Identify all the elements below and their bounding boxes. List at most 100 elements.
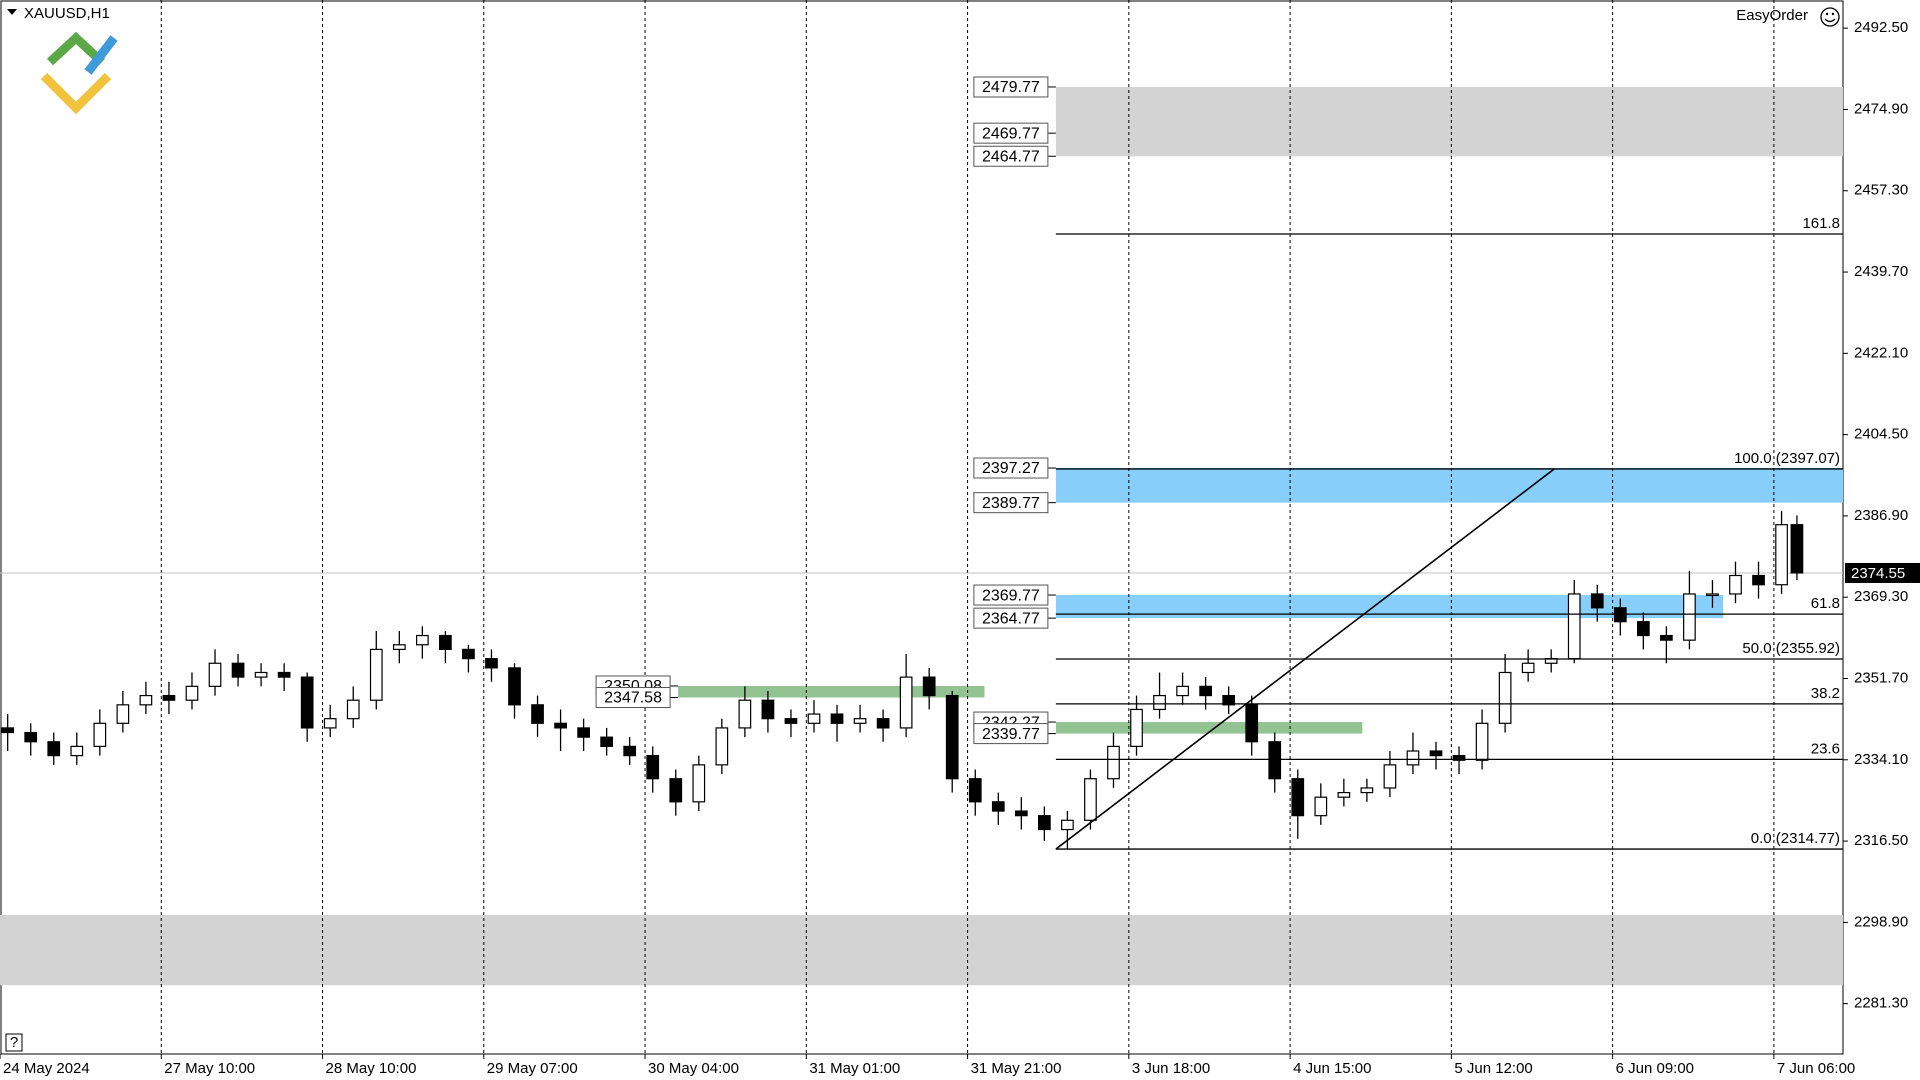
- zone-label-box: [973, 76, 1049, 98]
- zone-label: 2469.77: [982, 125, 1040, 142]
- y-tick-label: 2422.10: [1854, 344, 1908, 361]
- candle-body: [646, 755, 660, 780]
- candle-body: [1268, 741, 1282, 780]
- zone-label-box: [973, 723, 1049, 745]
- y-tick-label: 2298.90: [1854, 913, 1908, 930]
- y-tick-label: 2404.50: [1854, 426, 1908, 443]
- y-tick-label: 2369.30: [1854, 588, 1908, 605]
- candle-body: [876, 718, 890, 729]
- candle-body: [784, 718, 798, 724]
- current-price-label: 2374.55: [1851, 565, 1905, 582]
- candle-body: [1683, 593, 1696, 641]
- y-tick-label: 2492.50: [1854, 19, 1908, 36]
- candle-body: [1, 727, 15, 734]
- candle-body: [1452, 755, 1466, 761]
- candle-body: [715, 727, 729, 766]
- candle-body: [116, 704, 130, 724]
- candle-body: [1752, 574, 1765, 586]
- help-label[interactable]: ?: [10, 1034, 18, 1051]
- fib-label: 100.0 (2397.07): [1734, 450, 1840, 467]
- easyorder-icon[interactable]: [1820, 7, 1840, 27]
- x-tick-label: 27 May 10:00: [164, 1060, 255, 1077]
- candle-body: [1107, 745, 1120, 780]
- candle-body: [531, 704, 544, 724]
- candle-body: [830, 713, 844, 724]
- fib-trendline: [1055, 468, 1555, 850]
- candle-body: [70, 745, 84, 757]
- y-tick-label: 2386.90: [1854, 507, 1908, 524]
- candle-body: [300, 676, 314, 729]
- candle-body: [369, 648, 383, 701]
- zone-label-box: [973, 145, 1049, 167]
- candle-body: [623, 745, 637, 757]
- candle-body: [1222, 694, 1236, 706]
- candle-body: [1014, 810, 1028, 817]
- symbol-label: XAUUSD,H1: [24, 5, 110, 22]
- zone-label: 2364.77: [982, 610, 1040, 627]
- candle-body: [162, 694, 176, 701]
- y-tick-label: 2439.70: [1854, 263, 1908, 280]
- candle-body: [93, 722, 107, 747]
- candle-body: [1790, 524, 1804, 574]
- candle-body: [1291, 778, 1305, 817]
- zone-label: 2347.58: [604, 690, 662, 707]
- candle-body: [1245, 704, 1259, 743]
- candle-body: [600, 736, 614, 747]
- x-tick-label: 5 Jun 12:00: [1454, 1060, 1532, 1077]
- candle-body: [1729, 574, 1742, 595]
- x-tick-label: 4 Jun 15:00: [1293, 1060, 1371, 1077]
- candle-body: [1775, 524, 1788, 586]
- symbol-menu-arrow[interactable]: [7, 9, 17, 15]
- candle-body: [692, 764, 706, 803]
- fib-label: 61.8: [1811, 595, 1840, 612]
- candle-body: [439, 634, 452, 650]
- candles: [1, 510, 1804, 850]
- candle-body: [47, 741, 61, 757]
- candle-body: [899, 676, 913, 729]
- plot-frame: [0, 0, 1844, 1055]
- zone-label-box: [973, 122, 1049, 144]
- grid: [0, 0, 1843, 1054]
- axes: 24 May 2024 27 May 10:00 28 May 10:00 29 Ma…: [0, 19, 1920, 1077]
- candle-body: [577, 727, 590, 738]
- candle-body: [346, 699, 360, 720]
- fib-label: 161.8: [1802, 215, 1840, 232]
- x-tick-label: 24 May 2024: [3, 1060, 90, 1077]
- easyorder-label[interactable]: EasyOrder: [1736, 7, 1808, 24]
- zone-label: 2464.77: [982, 148, 1040, 165]
- candle-body: [508, 667, 521, 706]
- candle-body: [1406, 750, 1420, 766]
- zone: [0, 914, 1843, 986]
- overlays: 2479.77 2469.77 2464.77 2397.27 2389.77 2369.…: [595, 76, 1843, 850]
- candle-body: [1360, 787, 1374, 794]
- zone-label-box: [973, 607, 1049, 629]
- candle-body: [24, 731, 38, 743]
- fib-label: 38.2: [1811, 685, 1840, 702]
- zone: [1055, 595, 1724, 619]
- logo: [40, 31, 118, 115]
- candle-body: [1383, 764, 1397, 789]
- candle-body: [323, 718, 337, 729]
- candle-body: [1130, 708, 1143, 747]
- help-button[interactable]: [5, 1033, 23, 1052]
- candle-body: [807, 713, 821, 724]
- y-tick-label: 2474.90: [1854, 100, 1908, 117]
- current-price-box: [1845, 562, 1920, 583]
- zone-label-box: [973, 457, 1049, 479]
- candle-body: [1038, 815, 1051, 831]
- candle-body: [1084, 778, 1097, 821]
- zone-label: 2397.27: [982, 460, 1040, 477]
- candle-body: [853, 718, 867, 724]
- candle-body: [1521, 662, 1535, 674]
- zone-label: 2339.77: [982, 726, 1040, 743]
- y-tick-label: 2334.10: [1854, 751, 1908, 768]
- x-tick-label: 29 May 07:00: [487, 1060, 578, 1077]
- x-tick-label: 28 May 10:00: [326, 1060, 417, 1077]
- zone-label: 2479.77: [982, 79, 1040, 96]
- candle-body: [922, 676, 936, 697]
- candle-body: [1590, 593, 1604, 609]
- zone-label-box: [973, 584, 1049, 606]
- x-tick-label: 6 Jun 09:00: [1616, 1060, 1694, 1077]
- fib-label: 23.6: [1811, 740, 1840, 757]
